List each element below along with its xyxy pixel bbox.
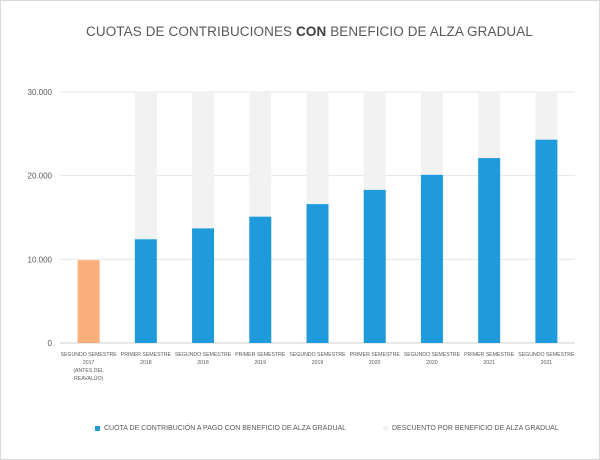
- chart-title-post: BENEFICIO DE ALZA GRADUAL: [326, 24, 533, 39]
- x-tick-label: PRIMER SEMESTRE 2020: [350, 352, 401, 366]
- bars: [77, 92, 558, 343]
- legend-swatch: [95, 426, 100, 431]
- legend-label: DESCUENTO POR BENEFICIO DE ALZA GRADUAL: [392, 425, 559, 432]
- x-tick-label: PRIMER SEMESTRE 2018: [121, 352, 172, 366]
- bar-payment: [77, 260, 100, 343]
- chart-title-pre: CUOTAS DE CONTRIBUCIONES: [86, 24, 297, 39]
- bar-discount: [363, 92, 386, 190]
- bar-discount: [192, 92, 215, 229]
- y-tick-label: 20.000: [28, 172, 53, 181]
- bar-discount: [134, 92, 157, 240]
- x-axis: SEGUNDO SEMESTRE 2017 (ANTES DEL REAVALÚO)P…: [61, 352, 576, 382]
- legend-label: CUOTA DE CONTRIBUCIÓN A PAGO CON BENEFIC…: [104, 425, 347, 432]
- legend: CUOTA DE CONTRIBUCIÓN A PAGO CON BENEFIC…: [0, 425, 600, 439]
- legend-item: DESCUENTO POR BENEFICIO DE ALZA GRADUAL: [383, 425, 559, 432]
- x-tick-label: PRIMER SEMESTRE 2021: [464, 352, 515, 366]
- legend-item: CUOTA DE CONTRIBUCIÓN A PAGO CON BENEFIC…: [95, 425, 346, 432]
- bar-payment: [306, 204, 329, 343]
- bar-discount: [478, 92, 501, 159]
- bar-discount: [535, 92, 558, 140]
- legend-swatch: [383, 426, 388, 431]
- x-tick-label: SEGUNDO SEMESTRE 2018: [175, 352, 232, 366]
- bar-discount: [249, 92, 272, 217]
- chart-title-bold: CON: [296, 24, 327, 39]
- x-tick-label: SEGUNDO SEMESTRE 2020: [404, 352, 461, 366]
- bar-discount: [306, 92, 329, 205]
- bar-payment: [134, 239, 157, 343]
- x-tick-label: SEGUNDO SEMESTRE 2021: [518, 352, 575, 366]
- bar-payment: [535, 139, 558, 343]
- x-tick-label: SEGUNDO SEMESTRE 2017 (ANTES DEL REAVALÚO): [61, 352, 118, 382]
- y-tick-label: 0: [48, 339, 53, 348]
- y-tick-label: 30.000: [28, 88, 53, 97]
- y-tick-label: 10.000: [28, 255, 53, 264]
- bar-payment: [478, 158, 501, 343]
- bar-payment: [420, 174, 443, 343]
- chart-title: CUOTAS DE CONTRIBUCIONES CON BENEFICIO D…: [86, 24, 533, 39]
- x-tick-label: PRIMER SEMESTRE 2019: [235, 352, 286, 366]
- x-tick-label: SEGUNDO SEMESTRE 2019: [289, 352, 346, 366]
- bar-discount: [420, 92, 443, 175]
- y-axis: 0 10.000 20.000 30.000: [28, 88, 53, 348]
- bar-payment: [192, 228, 215, 343]
- bar-payment: [363, 189, 386, 343]
- bar-payment: [249, 216, 272, 343]
